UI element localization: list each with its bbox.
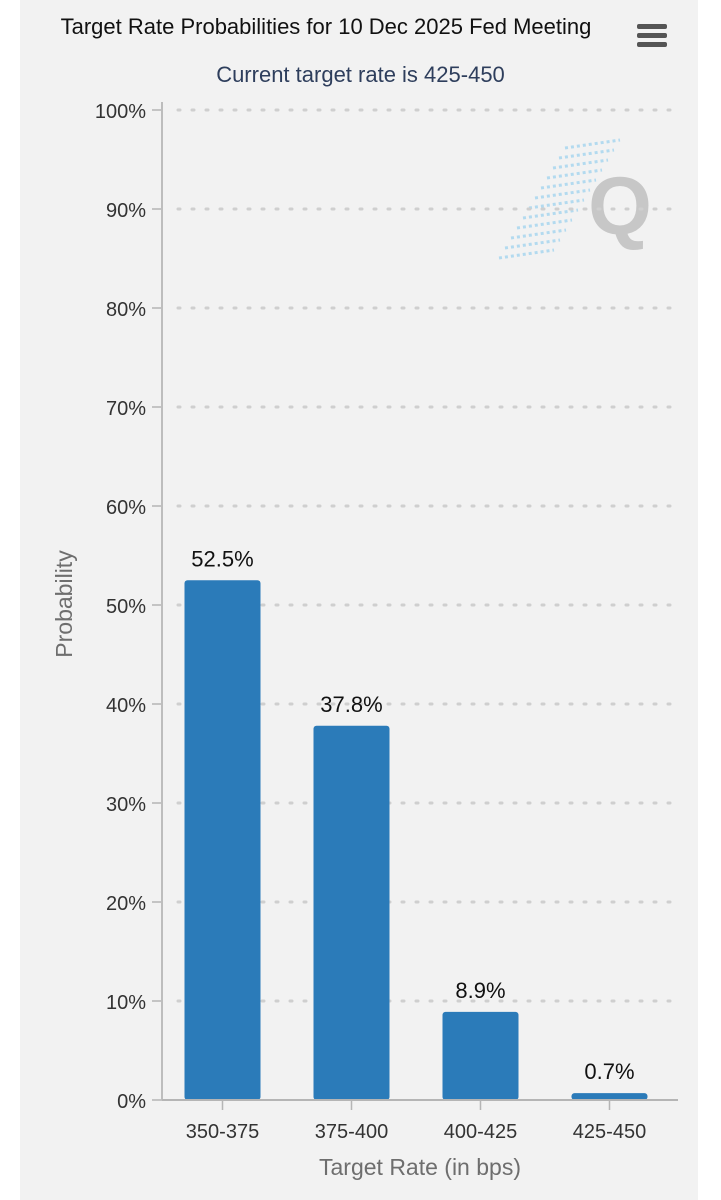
y-axis-title: Probability: [51, 550, 77, 658]
data-label: 0.7%: [584, 1059, 634, 1084]
y-tick-label: 0%: [117, 1091, 146, 1113]
y-tick-label: 10%: [106, 992, 146, 1014]
bar[interactable]: [571, 1093, 648, 1100]
hamburger-menu-icon: [637, 24, 667, 29]
x-tick-label: 425-450: [573, 1121, 646, 1143]
y-tick-label: 50%: [106, 596, 146, 618]
chart-subtitle: Current target rate is 425-450: [216, 62, 505, 87]
bar[interactable]: [184, 580, 261, 1100]
x-axis-title: Target Rate (in bps): [319, 1154, 521, 1180]
y-tick-label: 100%: [95, 101, 146, 123]
bar[interactable]: [313, 725, 390, 1100]
data-label: 37.8%: [320, 692, 382, 717]
chart-title: Target Rate Probabilities for 10 Dec 202…: [60, 14, 592, 39]
watermark-letter: Q: [588, 161, 652, 252]
y-tick-label: 90%: [106, 200, 146, 222]
y-tick-label: 30%: [106, 794, 146, 816]
y-tick-label: 60%: [106, 497, 146, 519]
y-tick-label: 40%: [106, 695, 146, 717]
x-tick-label: 400-425: [444, 1121, 517, 1143]
y-tick-label: 20%: [106, 893, 146, 915]
y-tick-label: 80%: [106, 299, 146, 321]
quikstrike-q-logo: Q: [498, 138, 652, 260]
data-label: 52.5%: [191, 546, 253, 571]
data-label: 8.9%: [455, 978, 505, 1003]
chart-menu-button[interactable]: [628, 16, 676, 56]
x-tick-label: 350-375: [186, 1121, 259, 1143]
bar[interactable]: [442, 1011, 519, 1100]
y-tick-label: 70%: [106, 398, 146, 420]
x-tick-label: 375-400: [315, 1121, 388, 1143]
